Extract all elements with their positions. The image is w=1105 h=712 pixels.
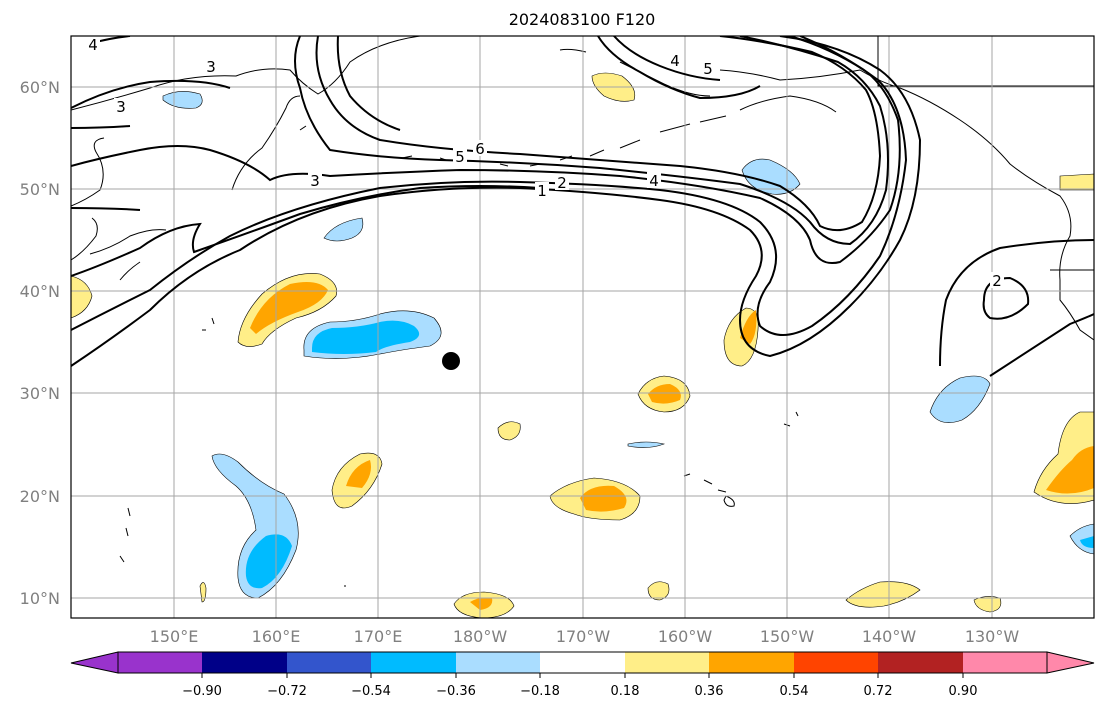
colorbar-tick-label: −0.72 xyxy=(267,684,307,699)
colorbar-tick-label: −0.90 xyxy=(182,684,222,699)
colorbar-tick-label: −0.18 xyxy=(520,684,560,699)
colorbar-tick-label: 0.72 xyxy=(864,684,893,699)
contour-label: 2 xyxy=(557,174,567,192)
lat-label: 60°N xyxy=(20,78,60,97)
contour-label: 1 xyxy=(537,182,547,200)
colorbar-tick-label: −0.36 xyxy=(436,684,476,699)
lon-label: 140°W xyxy=(862,627,917,646)
contour-label: 3 xyxy=(206,58,216,76)
contour-label: 5 xyxy=(455,148,465,166)
colorbar-tick-label: 0.54 xyxy=(780,684,809,699)
colorbar-tick-label: −0.54 xyxy=(351,684,391,699)
lon-label: 160°W xyxy=(658,627,713,646)
lat-label: 20°N xyxy=(20,487,60,506)
contour-label: 2 xyxy=(992,272,1002,290)
colorbar-bin xyxy=(456,652,540,673)
map-frame xyxy=(70,35,1095,619)
contour-label: 4 xyxy=(649,172,659,190)
colorbar-tick-label: 0.36 xyxy=(695,684,724,699)
lon-label: 170°E xyxy=(354,627,403,646)
contour-label: 5 xyxy=(703,60,713,78)
lat-label: 30°N xyxy=(20,384,60,403)
colorbar-bin xyxy=(202,652,287,673)
location-marker xyxy=(442,352,460,370)
contour-labels: 4 3 3 3 6 5 2 1 4 4 5 2 xyxy=(86,36,1004,290)
colorbar-bin xyxy=(709,652,794,673)
lon-label: 170°W xyxy=(556,627,611,646)
map-title: 2024083100 F120 xyxy=(509,10,656,29)
colorbar-bin xyxy=(540,652,625,673)
colorbar-tick-label: 0.90 xyxy=(949,684,978,699)
lon-label: 150°E xyxy=(150,627,199,646)
lon-label: 160°E xyxy=(252,627,301,646)
lon-label: 130°W xyxy=(965,627,1020,646)
colorbar-bin xyxy=(794,652,878,673)
contour-label: 3 xyxy=(116,98,126,116)
anomaly-shading xyxy=(71,72,1094,618)
colorbar-extend-low xyxy=(70,651,119,674)
lat-label: 50°N xyxy=(20,180,60,199)
colorbar-extend-high xyxy=(1046,651,1095,674)
contour-label: 4 xyxy=(88,36,98,54)
gridlines xyxy=(71,36,1094,618)
lon-label: 180°W xyxy=(453,627,508,646)
lon-label: 150°W xyxy=(760,627,815,646)
colorbar-bin xyxy=(371,652,456,673)
colorbar-tick-label: 0.18 xyxy=(611,684,640,699)
colorbar-bin xyxy=(963,652,1047,673)
contour-label: 3 xyxy=(310,172,320,190)
lat-label: 40°N xyxy=(20,282,60,301)
colorbar: −0.90 −0.72 −0.54 −0.36 −0.18 0.18 0.36 … xyxy=(70,651,1095,699)
longitude-labels: 150°E 160°E 170°E 180°W 170°W 160°W 150°… xyxy=(150,627,1020,646)
lat-label: 10°N xyxy=(20,589,60,608)
colorbar-bin xyxy=(118,652,202,673)
contour-label: 6 xyxy=(475,140,485,158)
colorbar-bin xyxy=(287,652,371,673)
colorbar-bin xyxy=(878,652,963,673)
latitude-labels: 60°N 50°N 40°N 30°N 20°N 10°N xyxy=(20,78,60,608)
colorbar-bin xyxy=(625,652,709,673)
contour-label: 4 xyxy=(670,52,680,70)
